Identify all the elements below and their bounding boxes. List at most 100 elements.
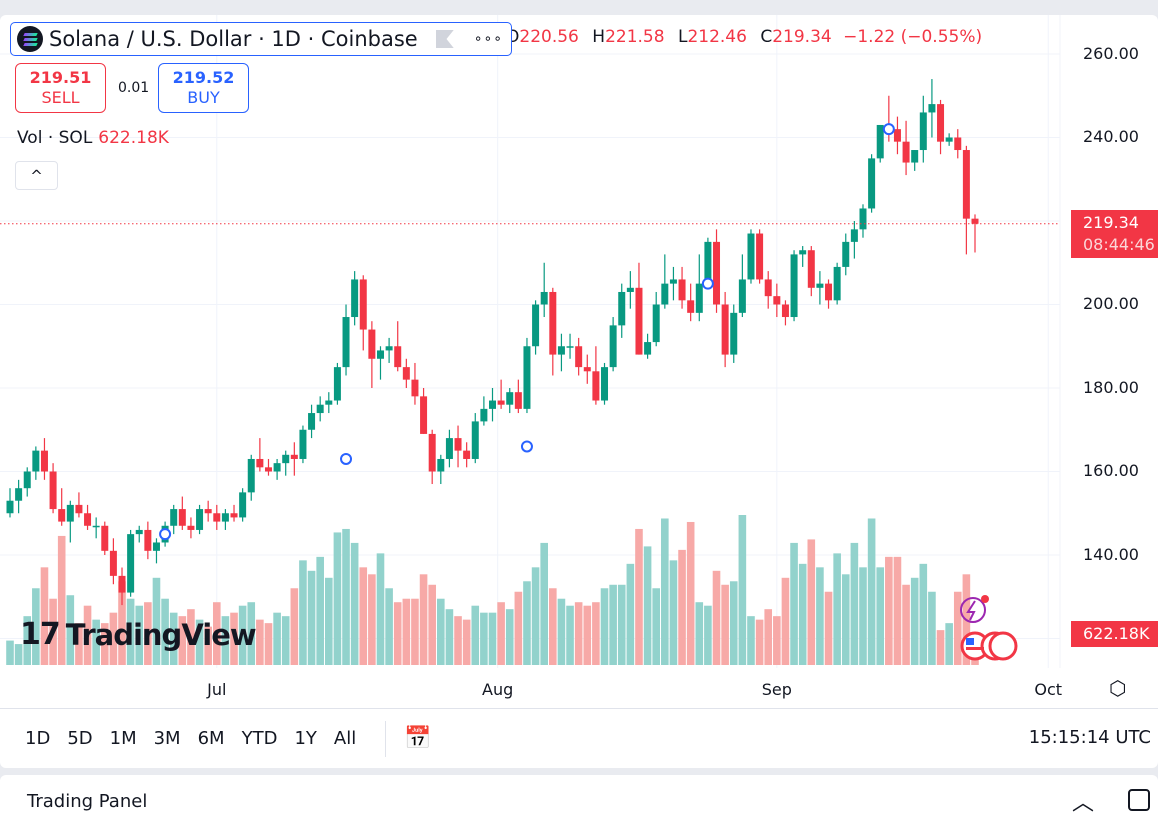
tradingview-watermark[interactable]: 17 TradingView bbox=[20, 617, 257, 652]
volume-bar bbox=[557, 598, 566, 665]
volume-bar bbox=[505, 609, 514, 665]
price-tick: 180.00 bbox=[1083, 378, 1139, 397]
candle-body bbox=[540, 291, 548, 305]
volume-bar bbox=[49, 598, 57, 665]
volume-bar bbox=[540, 542, 548, 665]
volume-bar bbox=[781, 577, 790, 665]
flag-icon[interactable] bbox=[435, 30, 454, 48]
chart-settings-icon[interactable]: ⬡ bbox=[1109, 676, 1127, 700]
volume-bar bbox=[945, 623, 953, 665]
candle-body bbox=[523, 346, 531, 409]
events-icons[interactable] bbox=[953, 595, 1023, 669]
sell-price: 219.51 bbox=[29, 68, 92, 87]
volume-bar bbox=[238, 605, 247, 665]
go-to-date-icon[interactable]: 📅 bbox=[404, 726, 432, 751]
candle-body bbox=[290, 454, 298, 459]
candle-body bbox=[773, 296, 781, 305]
volume-bar bbox=[316, 556, 324, 665]
watermark-text: TradingView bbox=[65, 617, 257, 652]
candle-body bbox=[971, 218, 979, 224]
trading-panel: Trading Panel ︿ bbox=[0, 775, 1158, 823]
candle-body bbox=[868, 158, 876, 209]
open-value: 220.56 bbox=[519, 27, 579, 47]
range-6m[interactable]: 6M bbox=[197, 728, 225, 749]
volume-bar bbox=[635, 528, 643, 665]
range-all[interactable]: All bbox=[333, 728, 357, 749]
expand-panel-icon[interactable]: ︿ bbox=[1072, 791, 1095, 816]
event-marker bbox=[340, 452, 353, 465]
volume-bar bbox=[324, 577, 333, 665]
symbol-title[interactable]: Solana / U.S. Dollar · 1D · Coinbase ∘∘∘ bbox=[10, 22, 512, 56]
candle-body bbox=[368, 329, 376, 359]
sell-label: SELL bbox=[41, 88, 80, 107]
bar-countdown: 08:44:46 bbox=[1083, 235, 1155, 254]
volume-bar bbox=[721, 584, 729, 665]
candle-body bbox=[213, 513, 221, 522]
clock-utc[interactable]: 15:15:14 UTC bbox=[1028, 727, 1151, 748]
maximize-panel-icon[interactable] bbox=[1128, 789, 1150, 811]
chart-widget: Solana / U.S. Dollar · 1D · Coinbase ∘∘∘… bbox=[0, 15, 1158, 768]
candle-body bbox=[359, 279, 367, 330]
volume-bar bbox=[144, 602, 152, 665]
spread-value: 0.01 bbox=[118, 80, 150, 96]
candle-body bbox=[333, 367, 341, 401]
price-tick: 240.00 bbox=[1083, 127, 1139, 146]
range-5d[interactable]: 5D bbox=[67, 728, 93, 749]
candle-body bbox=[790, 254, 798, 318]
candle-body bbox=[66, 504, 74, 522]
volume-bar bbox=[187, 609, 195, 665]
volume-bar bbox=[195, 619, 204, 665]
volume-bar bbox=[471, 605, 480, 665]
volume-bar bbox=[23, 616, 32, 665]
volume-bar bbox=[885, 556, 893, 665]
candle-body bbox=[351, 279, 359, 318]
volume-bar bbox=[32, 588, 40, 665]
volume-bar bbox=[867, 518, 876, 665]
volume-bar bbox=[609, 584, 617, 665]
trading-panel-title[interactable]: Trading Panel bbox=[27, 791, 148, 812]
range-3m[interactable]: 3M bbox=[153, 728, 181, 749]
sell-button[interactable]: 219.51 SELL bbox=[15, 63, 106, 113]
candle-body bbox=[644, 342, 652, 355]
us-flag-event-icon[interactable] bbox=[960, 631, 1018, 661]
volume-bar bbox=[566, 605, 574, 665]
volume-bar bbox=[695, 602, 704, 665]
candle-body bbox=[816, 283, 824, 288]
volume-bar bbox=[264, 623, 273, 665]
trade-buttons: 219.51 SELL 0.01 219.52 BUY bbox=[15, 63, 249, 113]
volume-bar bbox=[169, 612, 178, 665]
candle-body bbox=[264, 467, 272, 472]
range-1d[interactable]: 1D bbox=[25, 728, 51, 749]
buy-button[interactable]: 219.52 BUY bbox=[158, 63, 249, 113]
candle-body bbox=[678, 279, 686, 301]
candle-body bbox=[152, 542, 160, 551]
candle-body bbox=[273, 463, 281, 472]
collapse-legend-button[interactable]: ^ bbox=[15, 161, 58, 190]
candle-body bbox=[308, 413, 316, 430]
volume-label: Vol · SOL bbox=[17, 128, 93, 148]
volume-bar bbox=[729, 581, 738, 665]
candle-body bbox=[583, 367, 591, 372]
range-1y[interactable]: 1Y bbox=[294, 728, 317, 749]
volume-bar bbox=[221, 616, 230, 665]
bottom-toolbar: 1D 5D 1M 3M 6M YTD 1Y All 📅 15:15:14 UTC bbox=[0, 708, 1158, 768]
volume-bar bbox=[230, 612, 238, 665]
candle-body bbox=[514, 392, 522, 409]
candle-body bbox=[893, 129, 901, 142]
ai-spark-icon[interactable] bbox=[960, 595, 989, 623]
range-ytd[interactable]: YTD bbox=[241, 728, 278, 749]
range-1m[interactable]: 1M bbox=[109, 728, 137, 749]
candle-body bbox=[928, 104, 936, 113]
volume-bar bbox=[523, 581, 531, 665]
more-options-icon[interactable]: ∘∘∘ bbox=[473, 31, 503, 47]
chart-canvas[interactable] bbox=[0, 15, 1158, 715]
volume-bar bbox=[928, 591, 936, 665]
candle-body bbox=[687, 300, 695, 313]
volume-bar bbox=[592, 602, 600, 665]
volume-bar bbox=[764, 609, 773, 665]
candle-body bbox=[454, 438, 462, 451]
candle-body bbox=[661, 283, 669, 305]
event-marker bbox=[520, 440, 533, 453]
volume-bar bbox=[833, 553, 841, 665]
candle-body bbox=[437, 458, 445, 472]
